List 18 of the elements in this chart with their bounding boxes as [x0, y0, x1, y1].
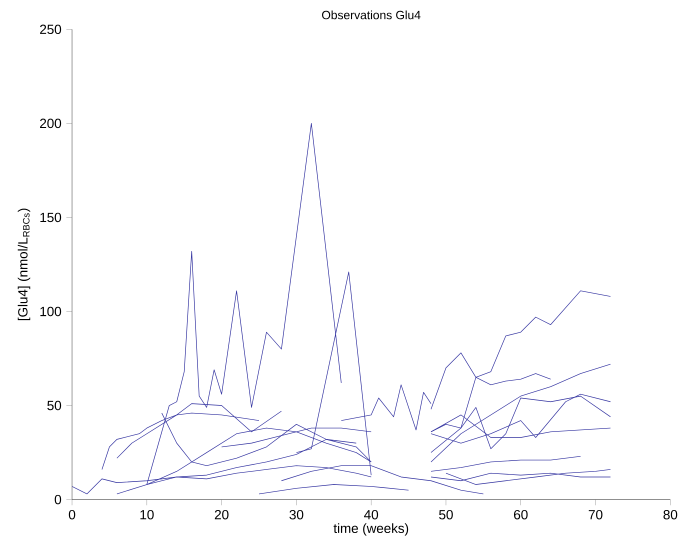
x-axis-title: time (weeks)	[334, 523, 408, 536]
chart-title: Observations Glu4	[322, 10, 421, 20]
y-tick-label: 150	[40, 212, 62, 222]
x-tick-label: 0	[68, 510, 76, 520]
y-tick-label: 250	[40, 24, 62, 34]
x-tick-label: 30	[289, 510, 304, 520]
x-tick-label: 70	[588, 510, 602, 520]
y-tick-label: 50	[47, 401, 62, 410]
x-tick-label: 20	[214, 510, 229, 520]
y-tick-label: 100	[40, 306, 62, 316]
y-tick-label: 0	[54, 495, 62, 504]
x-tick-label: 40	[364, 510, 378, 520]
y-axis-title: [Glu4] (nmol/L$_{RBCs}$)	[18, 208, 30, 320]
y-tick-label: 200	[40, 118, 62, 128]
x-tick-label: 10	[140, 510, 154, 520]
x-tick-label: 80	[663, 510, 678, 520]
x-tick-label: 60	[514, 510, 528, 520]
x-tick-label: 50	[439, 510, 453, 520]
